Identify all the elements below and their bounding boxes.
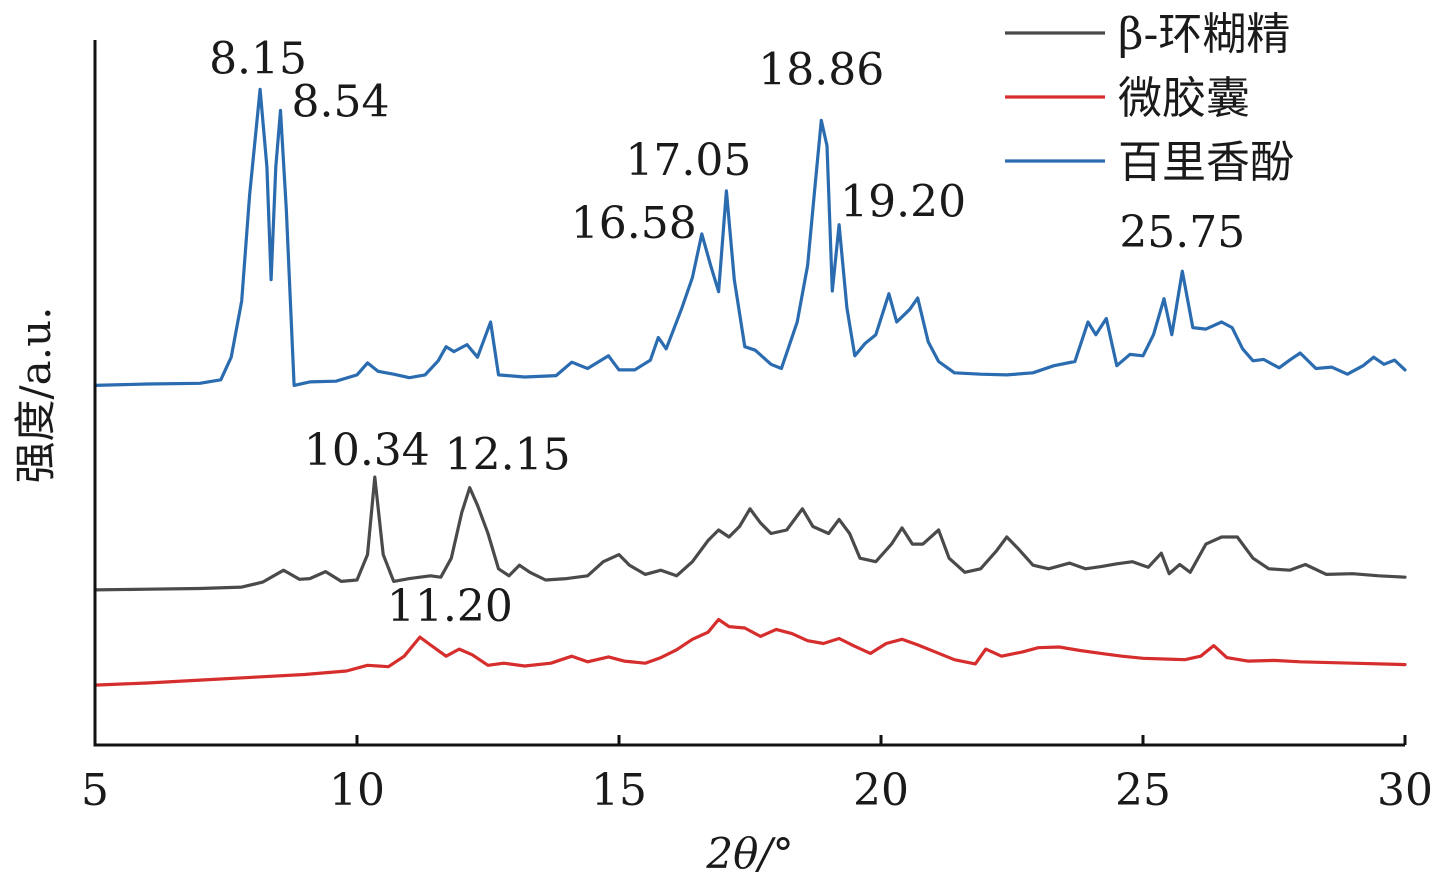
peak-label: 12.15 xyxy=(445,430,571,481)
y-axis-title: 强度/a.u. xyxy=(11,307,60,484)
peak-label: 8.15 xyxy=(209,33,307,84)
x-tick-label: 30 xyxy=(1377,765,1432,816)
legend-label-1: 微胶囊 xyxy=(1118,73,1250,124)
x-tick-label: 15 xyxy=(591,765,647,816)
series-layer xyxy=(93,87,1407,687)
peak-label: 10.34 xyxy=(304,425,430,476)
peak-label: 16.58 xyxy=(571,198,697,249)
x-tick-label: 20 xyxy=(853,765,909,816)
x-axis-title: 2θ/° xyxy=(705,829,793,874)
peak-label: 17.05 xyxy=(625,135,751,186)
x-tick-label: 10 xyxy=(329,765,385,816)
peak-label: 8.54 xyxy=(292,77,390,128)
legend-label-0: β-环糊精 xyxy=(1118,9,1290,60)
series-line-0 xyxy=(93,475,1407,592)
x-ticks: 5 10 15 20 25 30 xyxy=(81,735,1432,816)
peak-label: 25.75 xyxy=(1119,207,1245,258)
x-tick-label: 25 xyxy=(1115,765,1171,816)
legend-label-2: 百里香酚 xyxy=(1118,137,1294,188)
x-tick-label: 5 xyxy=(81,765,109,816)
peak-label: 19.20 xyxy=(840,177,966,228)
series-line-1 xyxy=(93,617,1407,687)
peak-label: 18.86 xyxy=(758,44,884,95)
peak-label: 11.20 xyxy=(387,581,513,632)
series-line-2 xyxy=(93,87,1407,387)
